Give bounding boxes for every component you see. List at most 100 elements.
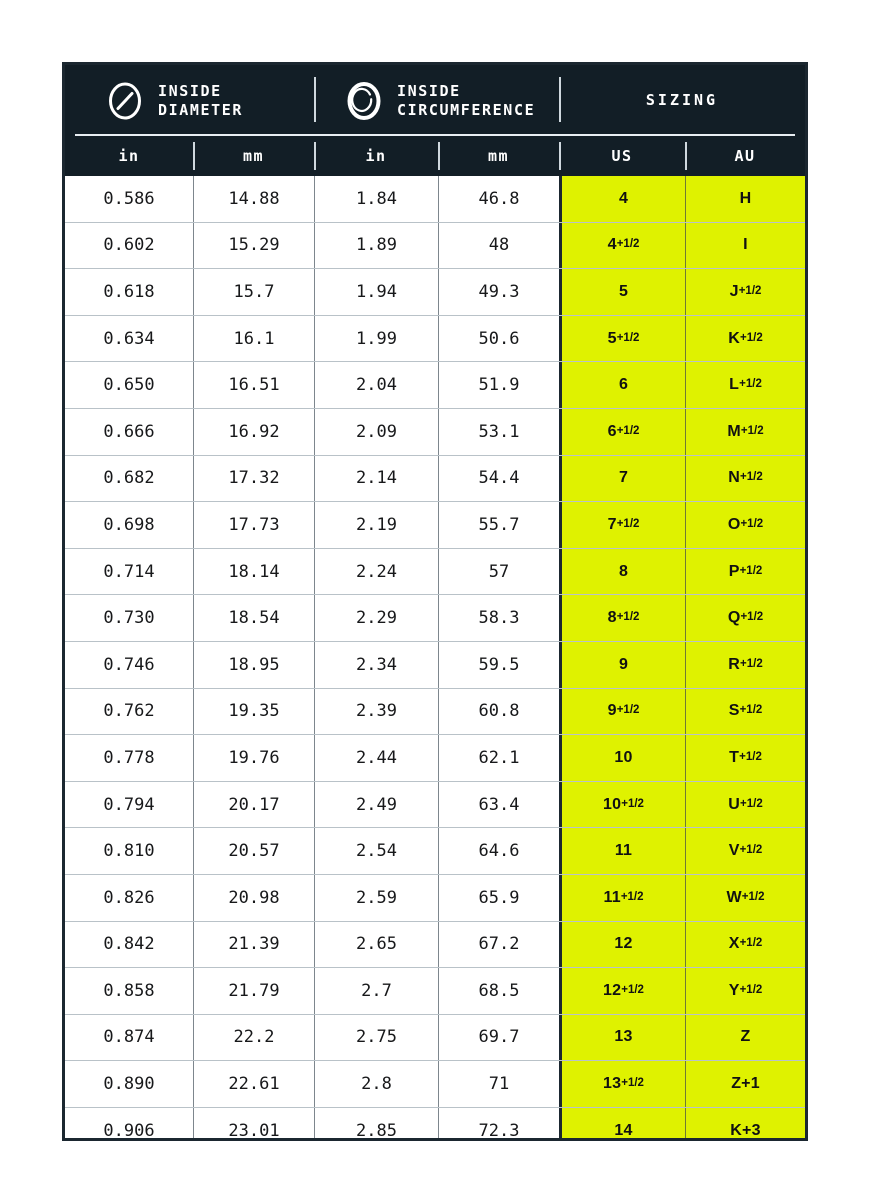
cell-size-us: 9 <box>559 641 685 688</box>
cell-size-us: 12 <box>559 921 685 968</box>
cell-size-us: 11 <box>559 828 685 874</box>
cell-circumference-mm: 67.2 <box>438 921 559 968</box>
cell-diameter-mm: 21.79 <box>193 968 314 1014</box>
cell-size-au-base: Q <box>727 609 741 627</box>
table-row: 0.666 16.92 2.09 53.1 6 +1/2 M +1/2 <box>65 408 805 456</box>
cell-size-au-half: +1/2 <box>739 564 763 577</box>
cell-diameter-mm: 15.7 <box>193 269 314 315</box>
circle-slash-icon <box>109 82 141 119</box>
cell-size-au-base: K+3 <box>730 1121 761 1139</box>
cell-diameter-in: 0.634 <box>65 315 193 362</box>
cell-size-us-base: 8 <box>618 562 629 580</box>
table-row: 0.794 20.17 2.49 63.4 10 +1/2 U +1/2 <box>65 781 805 829</box>
cell-diameter-mm: 18.14 <box>193 548 314 595</box>
cell-size-us-half: +1/2 <box>616 424 640 437</box>
cell-size-au-base: P <box>728 562 740 580</box>
cell-circumference-mm: 63.4 <box>438 781 559 828</box>
cell-size-us: 6 <box>559 362 685 408</box>
cell-circumference-mm: 59.5 <box>438 641 559 688</box>
cell-size-au-base: S <box>728 702 740 720</box>
cell-diameter-in: 0.666 <box>65 408 193 455</box>
cell-size-au: H <box>685 176 805 222</box>
cell-circumference-mm: 68.5 <box>438 968 559 1014</box>
cell-circumference-mm: 69.7 <box>438 1014 559 1061</box>
cell-size-us: 10 <box>559 735 685 781</box>
group-divider-2 <box>559 77 561 122</box>
group-inside-circumference: INSIDE CIRCUMFERENCE <box>314 65 559 136</box>
cell-size-us: 13 <box>559 1014 685 1061</box>
cell-diameter-mm: 17.73 <box>193 502 314 548</box>
cell-size-us: 5 +1/2 <box>559 315 685 362</box>
cell-diameter-in: 0.778 <box>65 735 193 781</box>
cell-circumference-in: 2.54 <box>314 828 438 874</box>
cell-size-au-base: J <box>729 282 739 300</box>
cell-size-us-base: 6 <box>607 422 617 440</box>
cell-size-au-half: +1/2 <box>739 704 763 717</box>
cell-diameter-in: 0.874 <box>65 1014 193 1061</box>
ring-size-table: INSIDE DIAMETER INSIDE CIRCUMFERENCE SIZ… <box>62 62 808 1141</box>
cell-circumference-in: 2.59 <box>314 874 438 921</box>
group-divider-1 <box>314 77 316 122</box>
cell-diameter-in: 0.906 <box>65 1107 193 1138</box>
cell-diameter-in: 0.826 <box>65 874 193 921</box>
cell-circumference-mm: 72.3 <box>438 1107 559 1138</box>
cell-diameter-mm: 22.61 <box>193 1061 314 1107</box>
cell-diameter-mm: 19.76 <box>193 735 314 781</box>
column-header-us: US <box>559 136 685 176</box>
cell-size-us: 7 <box>559 455 685 502</box>
cell-size-au-base: V <box>728 842 740 860</box>
column-header-diameter-in: in <box>118 147 140 165</box>
cell-size-au: Y +1/2 <box>685 968 805 1014</box>
cell-diameter-mm: 20.98 <box>193 874 314 921</box>
cell-size-us-half: +1/2 <box>621 983 644 996</box>
cell-size-au-base: Y <box>728 981 740 999</box>
cell-size-us-half: +1/2 <box>620 890 644 903</box>
cell-circumference-in: 2.75 <box>314 1014 438 1061</box>
cell-diameter-mm: 22.2 <box>193 1014 314 1061</box>
column-header-row: in mm in mm US AU <box>65 136 805 176</box>
cell-diameter-in: 0.730 <box>65 595 193 641</box>
cell-diameter-mm: 21.39 <box>193 921 314 968</box>
cell-size-us-base: 12 <box>603 981 622 999</box>
cell-diameter-in: 0.618 <box>65 269 193 315</box>
cell-size-us: 6 +1/2 <box>559 408 685 455</box>
cell-size-us-base: 14 <box>614 1121 633 1139</box>
cell-circumference-in: 1.89 <box>314 222 438 269</box>
group-header-row: INSIDE DIAMETER INSIDE CIRCUMFERENCE SIZ… <box>65 65 805 136</box>
cell-size-au-base: I <box>743 236 748 254</box>
cell-diameter-in: 0.682 <box>65 455 193 502</box>
cell-diameter-mm: 18.54 <box>193 595 314 641</box>
cell-size-us-base: 7 <box>607 515 617 533</box>
table-row: 0.682 17.32 2.14 54.4 7 N +1/2 <box>65 455 805 503</box>
cell-size-au: V +1/2 <box>685 828 805 874</box>
cell-circumference-mm: 53.1 <box>438 408 559 455</box>
column-header-diameter-mm: mm <box>193 136 314 176</box>
cell-size-au-half: +1/2 <box>740 471 763 484</box>
table-row: 0.890 22.61 2.8 71 13 +1/2 Z+1 <box>65 1061 805 1108</box>
table-row: 0.602 15.29 1.89 48 4 +1/2 I <box>65 222 805 270</box>
cell-circumference-in: 2.39 <box>314 688 438 735</box>
cell-circumference-in: 2.44 <box>314 735 438 781</box>
cell-size-us: 14 <box>559 1107 685 1139</box>
cell-size-au-half: +1/2 <box>738 284 762 297</box>
table-row: 0.826 20.98 2.59 65.9 11 +1/2 W +1/2 <box>65 874 805 922</box>
cell-circumference-in: 2.85 <box>314 1107 438 1138</box>
cell-size-us-half: +1/2 <box>616 704 640 717</box>
table-row: 0.618 15.7 1.94 49.3 5 J +1/2 <box>65 269 805 316</box>
cell-diameter-in: 0.602 <box>65 222 193 269</box>
cell-size-au-half: +1/2 <box>740 331 763 344</box>
cell-size-au-base: X <box>728 935 740 953</box>
cell-size-au: Z+1 <box>685 1061 805 1107</box>
cell-diameter-mm: 16.1 <box>193 315 314 362</box>
cell-size-au: T +1/2 <box>685 735 805 781</box>
cell-size-us-base: 9 <box>618 655 629 673</box>
table-row: 0.906 23.01 2.85 72.3 14 K+3 <box>65 1107 805 1139</box>
cell-diameter-mm: 20.57 <box>193 828 314 874</box>
group-sizing: SIZING <box>559 65 805 136</box>
cell-size-au-half: +1/2 <box>740 611 764 624</box>
cell-size-au-base: N <box>728 469 741 487</box>
cell-size-us-half: +1/2 <box>621 1077 644 1090</box>
cell-circumference-in: 1.99 <box>314 315 438 362</box>
table-row: 0.762 19.35 2.39 60.8 9 +1/2 S +1/2 <box>65 688 805 736</box>
table-row: 0.746 18.95 2.34 59.5 9 R +1/2 <box>65 641 805 689</box>
